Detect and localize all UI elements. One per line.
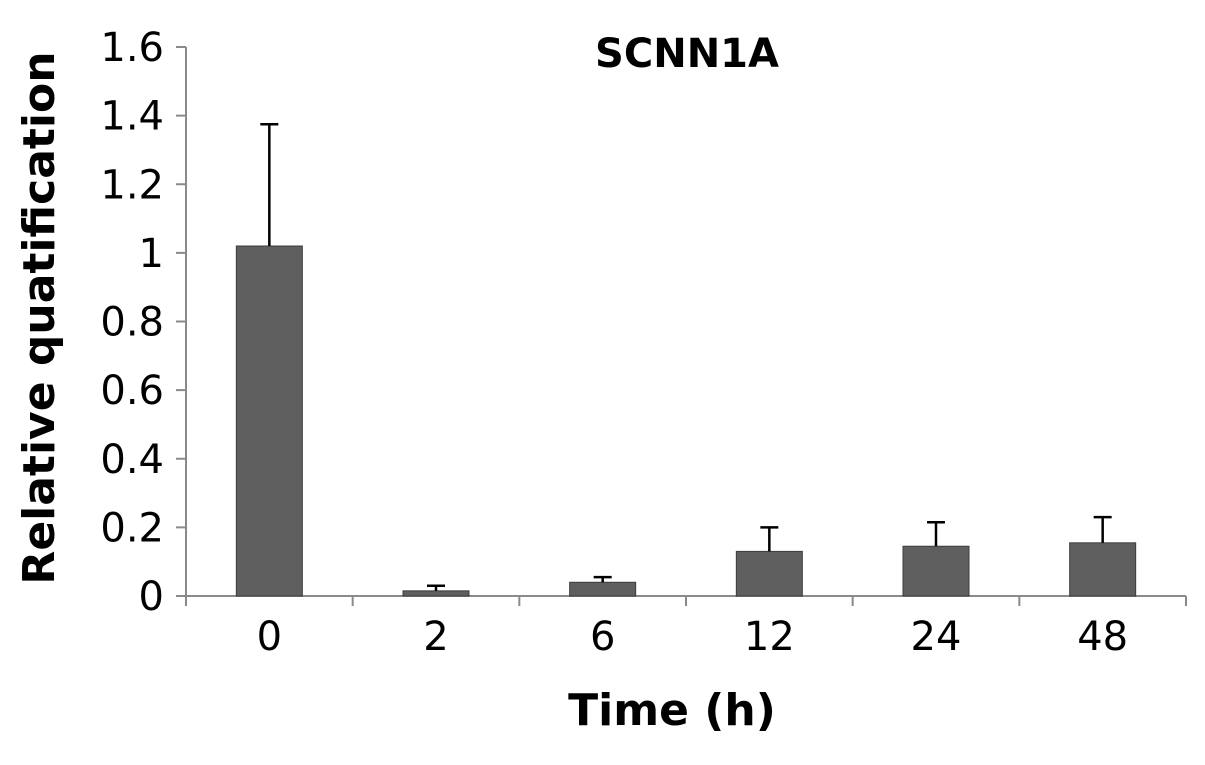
bar-24	[902, 545, 970, 597]
y-tick-label: 1	[139, 231, 164, 277]
y-tick-label: 0.4	[100, 437, 164, 483]
bars-layer	[235, 245, 1137, 597]
bar-12	[735, 550, 803, 597]
axes-layer	[176, 46, 1187, 606]
x-tick-label: 2	[423, 614, 448, 660]
x-tick-label: 24	[911, 614, 962, 660]
x-tick-label: 0	[257, 614, 282, 660]
x-tick-label: 12	[744, 614, 795, 660]
bar-2	[402, 590, 470, 597]
bar-0	[235, 245, 303, 597]
y-tick-label: 0.6	[100, 368, 164, 414]
bar-6	[569, 581, 637, 597]
y-tick-labels: 0 0.2 0.4 0.6 0.8 1 1.2 1.4 1.6	[100, 25, 164, 620]
y-tick-label: 1.4	[100, 94, 164, 140]
y-tick-label: 1.6	[100, 25, 164, 71]
bar-48	[1069, 542, 1137, 597]
y-tick-label: 0.8	[100, 300, 164, 346]
x-tick-labels: 0 2 6 12 24 48	[257, 614, 1129, 660]
y-tick-label: 1.2	[100, 162, 164, 208]
y-tick-label: 0.2	[100, 505, 164, 551]
x-tick-label: 48	[1077, 614, 1128, 660]
x-tick-label: 6	[590, 614, 615, 660]
y-axis-title: Relative quatification	[14, 51, 65, 584]
x-axis-title: Time (h)	[568, 685, 776, 736]
chart-title: SCNN1A	[595, 31, 779, 77]
error-bars-layer	[260, 122, 1112, 591]
y-tick-label: 0	[139, 574, 164, 620]
